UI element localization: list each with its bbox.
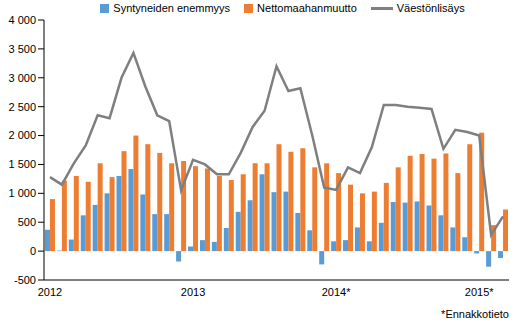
svg-text:500: 500: [18, 216, 36, 228]
svg-text:0: 0: [30, 245, 36, 257]
svg-text:1 000: 1 000: [8, 187, 36, 199]
svg-text:2012: 2012: [38, 286, 62, 298]
svg-text:2015*: 2015*: [465, 286, 494, 298]
svg-text:4 000: 4 000: [8, 16, 36, 26]
svg-text:3 500: 3 500: [8, 43, 36, 55]
html-text:*Ennakkotieto: *Ennakkotieto: [441, 308, 509, 320]
svg-text:2014*: 2014*: [322, 286, 351, 298]
svg-text:2 000: 2 000: [8, 129, 36, 141]
svg-text:1 500: 1 500: [8, 158, 36, 170]
html-text:Syntyneiden enemmyys: Syntyneiden enemmyys: [113, 2, 231, 14]
svg-text:2013: 2013: [181, 286, 205, 298]
html-text:Väestönlisäys: Väestönlisäys: [396, 2, 465, 14]
html-text:Nettomaahanmuutto: Nettomaahanmuutto: [257, 2, 357, 14]
svg-text:3 000: 3 000: [8, 72, 36, 84]
svg-text:-500: -500: [14, 274, 36, 286]
svg-text:2 500: 2 500: [8, 101, 36, 113]
